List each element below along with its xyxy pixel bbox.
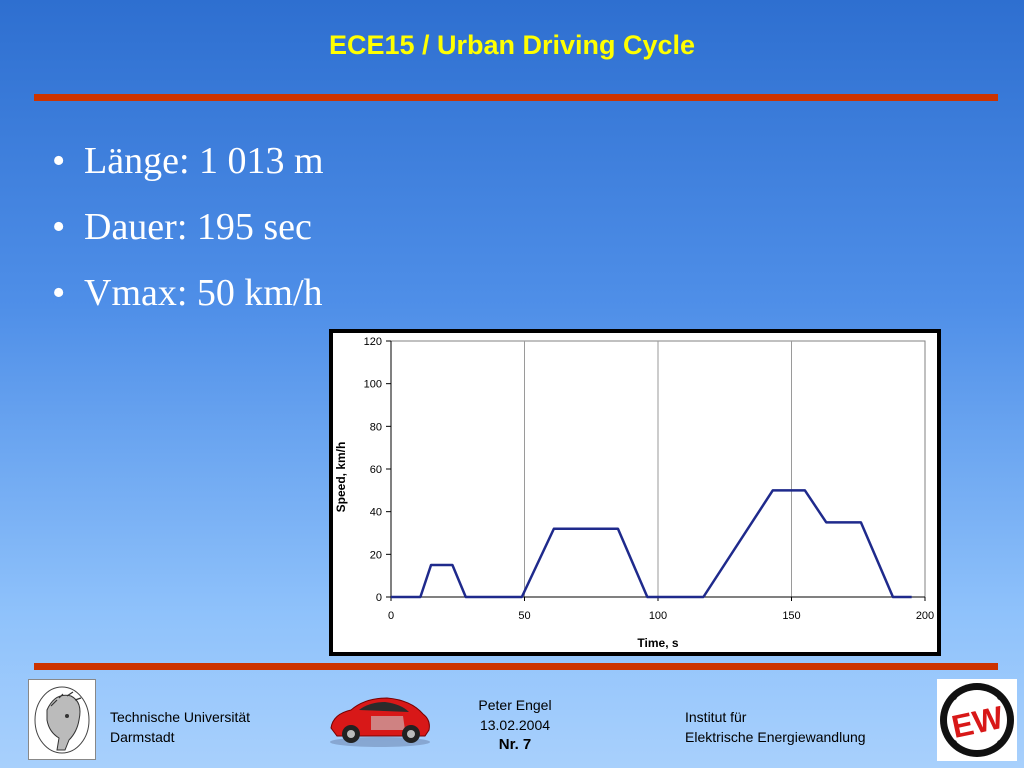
speed-series-line: [391, 489, 912, 599]
presentation-date: 13.02.2004: [479, 717, 551, 733]
institute-line1: Institut für: [685, 709, 747, 725]
speed-chart: 0 20 40 60 80 100 120 0 50 100 150 200 Time, s Speed,…: [329, 329, 941, 656]
slide-number: Nr. 7: [498, 736, 532, 753]
tu-darmstadt-logo: [28, 679, 96, 760]
x-tick-label: 50: [518, 610, 530, 622]
y-tick-label: 0: [376, 592, 382, 604]
chart-background: [333, 333, 937, 652]
top-divider: [34, 94, 998, 101]
y-tick-label: 20: [370, 549, 382, 561]
university-name: Technische Universität Darmstadt: [110, 707, 250, 747]
bullet-item: • Dauer: 195 sec: [52, 204, 324, 270]
university-line1: Technische Universität: [110, 709, 251, 725]
y-tick-label: 60: [370, 464, 382, 476]
bullet-icon: •: [52, 140, 66, 182]
y-tick-label: 120: [364, 336, 382, 348]
car-image: [325, 690, 435, 748]
x-tick-label: 150: [782, 610, 800, 622]
bullet-text: Dauer: 195 sec: [84, 206, 312, 248]
bullet-item: • Vmax: 50 km/h: [52, 270, 324, 336]
institute-line2: Elektrische Energiewandlung: [685, 729, 866, 745]
author-block: Peter Engel 13.02.2004 Nr. 7: [455, 695, 575, 755]
university-line2: Darmstadt: [110, 729, 175, 745]
author-name: Peter Engel: [478, 697, 552, 713]
y-tick-label: 40: [370, 507, 382, 519]
x-tick-label: 200: [916, 610, 934, 622]
bullet-text: Länge: 1 013 m: [84, 140, 324, 182]
x-tick-label: 0: [388, 610, 394, 622]
bottom-divider: [34, 663, 998, 670]
y-tick-label: 80: [370, 421, 382, 433]
x-axis-label: Time, s: [637, 636, 678, 650]
bullet-item: • Länge: 1 013 m: [52, 138, 324, 204]
y-axis-label: Speed, km/h: [334, 442, 348, 513]
slide-title: ECE15 / Urban Driving Cycle: [328, 30, 696, 60]
speed-chart-svg: 0 20 40 60 80 100 120 0 50 100 150 200 Time, s Speed,…: [333, 333, 937, 652]
bullet-list: • Länge: 1 013 m • Dauer: 195 sec • Vmax: 5…: [52, 138, 324, 336]
ew-institute-logo: EW: [937, 679, 1017, 761]
x-tick-label: 100: [649, 610, 667, 622]
institute-name: Institut für Elektrische Energiewandlung: [685, 707, 866, 747]
bullet-icon: •: [52, 272, 66, 314]
bullet-text: Vmax: 50 km/h: [84, 272, 323, 314]
bullet-icon: •: [52, 206, 66, 248]
y-tick-label: 100: [364, 379, 382, 391]
